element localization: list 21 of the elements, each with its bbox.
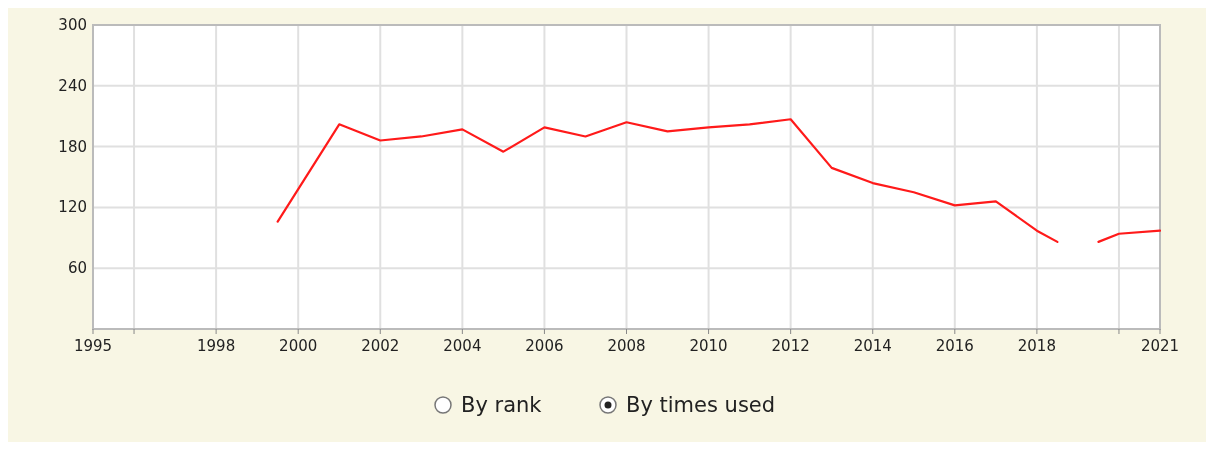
x-tick-label: 1995 [73,337,113,355]
text: By rank [461,393,543,417]
x-tick-label: 2014 [853,337,892,355]
x-tick-label: 1998 [197,337,236,355]
y-tick-label: 300 [58,16,87,34]
x-tick-label: 2004 [443,337,482,355]
line-series [276,118,1059,243]
y-tick-label: 60 [67,259,87,278]
y-tick-label: 120 [58,198,87,217]
x-tick-label: 2008 [607,337,646,355]
x-tick-label: 2002 [361,337,400,355]
x-tick-label: 2000 [279,337,318,355]
x-tick-label: 2016 [935,337,974,355]
text: By times used [626,393,776,417]
y-tick-label: 180 [58,137,87,156]
x-tick-label: 2018 [1017,337,1056,355]
x-tick-label: 2012 [771,337,810,355]
x-tick-label: 2006 [525,337,564,355]
x-tick-label: 2010 [689,337,728,355]
y-tick-label: 240 [58,76,87,95]
x-tick-label: 2021 [1140,337,1180,355]
